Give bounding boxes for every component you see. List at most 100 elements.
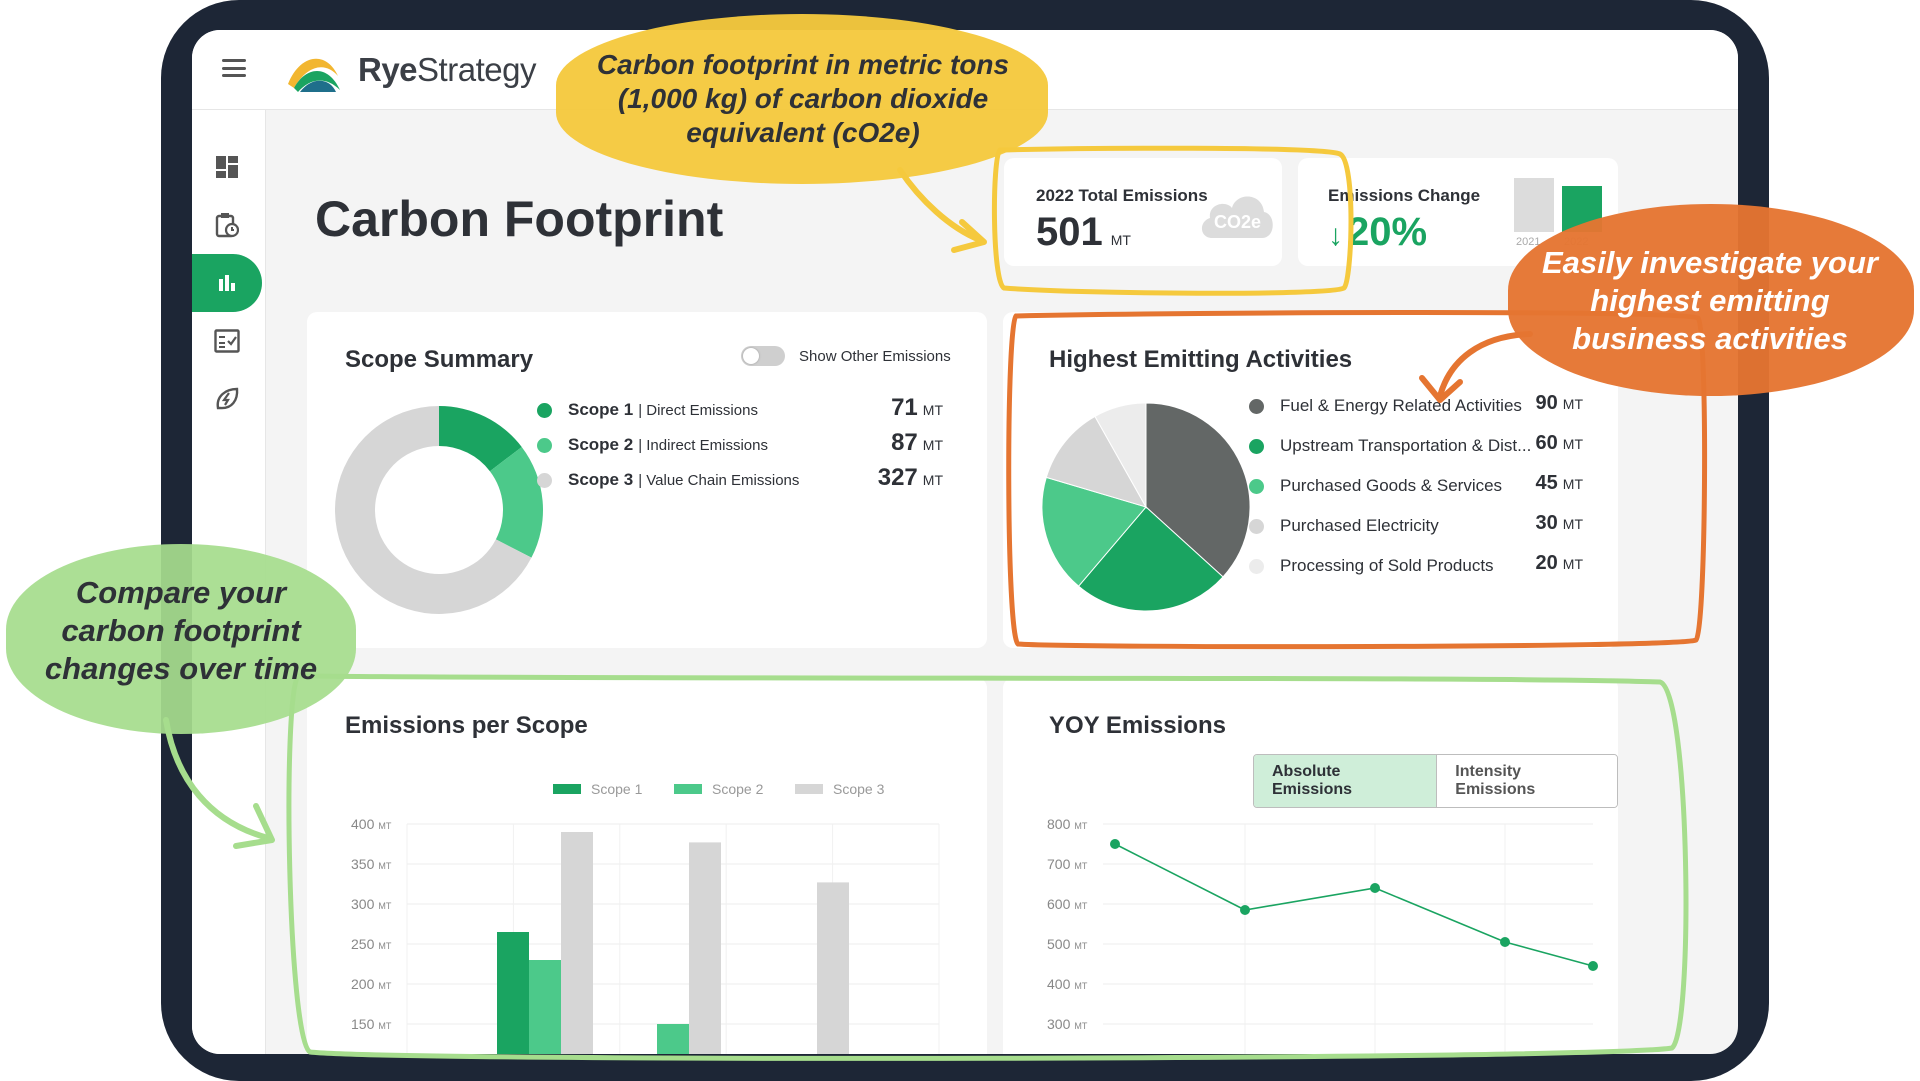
scope-value: 327 MT [877, 464, 943, 491]
scope-legend-item: Scope 1 | Direct Emissions [537, 400, 758, 420]
activity-name: Processing of Sold Products [1280, 556, 1494, 575]
kpi-total-label: 2022 Total Emissions [1036, 186, 1208, 205]
bar[interactable] [657, 1024, 689, 1054]
activity-legend-item[interactable]: Fuel & Energy Related Activities [1249, 396, 1522, 416]
activity-name: Fuel & Energy Related Activities [1280, 396, 1522, 415]
nav-energy[interactable] [192, 370, 262, 428]
nav-checklist[interactable] [192, 312, 262, 370]
legend-dot [537, 472, 552, 488]
callout-arrowhead-investigate [1419, 375, 1463, 403]
legend-dot [537, 402, 552, 418]
leaf-bolt-icon [216, 387, 239, 410]
mini-bar-label-2021: 2021 [1516, 236, 1541, 248]
callout-arrow-compare [163, 717, 271, 841]
tab-absolute-emissions[interactable]: Absolute Emissions [1254, 755, 1438, 807]
clipboard-clock-icon [215, 213, 239, 238]
page-title: Carbon Footprint [315, 191, 724, 247]
legend-dot [1249, 438, 1264, 454]
scope-desc: | Direct Emissions [638, 401, 758, 419]
callout-investigate-bubble [1508, 204, 1914, 396]
data-point[interactable] [1110, 839, 1120, 849]
hamburger-menu-icon[interactable] [222, 59, 246, 77]
data-point[interactable] [1588, 961, 1598, 971]
callout-arrow-co2 [897, 167, 983, 243]
pie-slice-3[interactable] [1041, 476, 1147, 587]
tab-intensity-emissions[interactable]: Intensity Emissions [1437, 755, 1617, 807]
scope-name: Scope 2 [568, 435, 634, 454]
yoy-tab-group: Absolute Emissions Intensity Emissions [1253, 754, 1618, 808]
scope-name: Scope 3 [568, 470, 634, 489]
bar[interactable] [529, 960, 561, 1054]
logo-text: RyeStrategy [358, 51, 536, 88]
legend-label: Scope 2 [712, 781, 764, 797]
logo[interactable]: RyeStrategy [286, 46, 536, 94]
activity-value: 30 MT [1535, 512, 1583, 534]
kpi-highlight-outline [991, 145, 1354, 296]
yoy-emissions-card: YOY Emissions Absolute Emissions Intensi… [1003, 678, 1618, 1054]
bar[interactable] [497, 932, 529, 1054]
mini-bar-2021 [1514, 178, 1554, 232]
legend-swatch [674, 784, 702, 794]
bar-chart-icon [219, 275, 235, 291]
kpi-change-value: ↓ 20% [1328, 210, 1428, 254]
legend-swatch [553, 784, 581, 794]
callout-co2-text: Carbon footprint in metric tons (1,000 k… [596, 49, 1010, 149]
data-point[interactable] [1240, 905, 1250, 915]
scope-value: 87 MT [891, 429, 943, 456]
highest-emitting-highlight-outline [1006, 310, 1708, 650]
callout-co2-bubble [556, 14, 1048, 184]
activities-pie-chart [1041, 402, 1251, 612]
app-screen: RyeStrategy Carbon Footprint 2022 Total … [192, 30, 1738, 1054]
logo-leaf-icon [288, 58, 340, 92]
nav-dashboard[interactable] [192, 138, 262, 196]
show-other-toggle[interactable]: Show Other Emissions [741, 346, 951, 366]
bar[interactable] [817, 882, 849, 1054]
activity-value: 45 MT [1535, 472, 1583, 494]
scope-desc: | Indirect Emissions [638, 436, 768, 454]
co2-cloud-icon: CO2e [1198, 186, 1276, 242]
emissions-per-scope-card: Emissions per Scope Scope 1 Scope 2 Scope … [307, 678, 987, 1054]
highest-emitting-title: Highest Emitting Activities [1049, 346, 1353, 373]
trend-highlight-outline [286, 673, 1689, 1061]
toggle-switch[interactable] [741, 346, 785, 366]
nav-tasks[interactable] [192, 196, 262, 254]
callout-compare-bubble [6, 544, 356, 734]
activity-legend-item[interactable]: Purchased Electricity [1249, 516, 1439, 536]
data-point[interactable] [1370, 883, 1380, 893]
highest-emitting-card: Highest Emitting Activities Fuel & Energ… [1003, 312, 1618, 648]
yoy-emissions-title: YOY Emissions [1049, 712, 1226, 739]
data-point[interactable] [1500, 937, 1510, 947]
activity-name: Purchased Goods & Services [1280, 476, 1503, 495]
donut-slice-1[interactable] [439, 406, 522, 472]
pie-slice-2[interactable] [1077, 506, 1224, 612]
activity-value: 20 MT [1535, 552, 1583, 574]
activity-legend-item[interactable]: Processing of Sold Products [1249, 556, 1494, 576]
legend-label: Scope 3 [833, 781, 885, 797]
activity-legend-item[interactable]: Purchased Goods & Services [1249, 476, 1502, 496]
bar[interactable] [689, 842, 721, 1054]
donut-slice-3[interactable] [335, 406, 532, 614]
legend-swatch [795, 784, 823, 794]
callout-compare-text: Compare your carbon footprint changes ov… [44, 575, 318, 686]
pie-slice-5[interactable] [1094, 402, 1147, 509]
callout-arrowhead-compare [233, 803, 275, 849]
scope-summary-title: Scope Summary [345, 346, 534, 373]
arrow-down-icon: ↓ [1328, 219, 1343, 252]
scope-legend-item: Scope 3 | Value Chain Emissions [537, 470, 799, 490]
legend-dot [537, 437, 552, 453]
donut-slice-2[interactable] [489, 446, 543, 558]
activity-legend-item[interactable]: Upstream Transportation & Dist... [1249, 436, 1531, 456]
legend-dot [1249, 518, 1264, 534]
pie-slice-1[interactable] [1145, 402, 1251, 578]
nav-reports[interactable] [192, 254, 262, 312]
dashboard-icon [216, 156, 238, 178]
pie-slice-4[interactable] [1045, 415, 1148, 508]
kpi-total-value: 501 MT [1036, 210, 1131, 254]
bar[interactable] [561, 832, 593, 1054]
activity-value: 90 MT [1535, 392, 1583, 414]
legend-dot [1249, 398, 1264, 414]
checklist-icon [214, 329, 240, 353]
